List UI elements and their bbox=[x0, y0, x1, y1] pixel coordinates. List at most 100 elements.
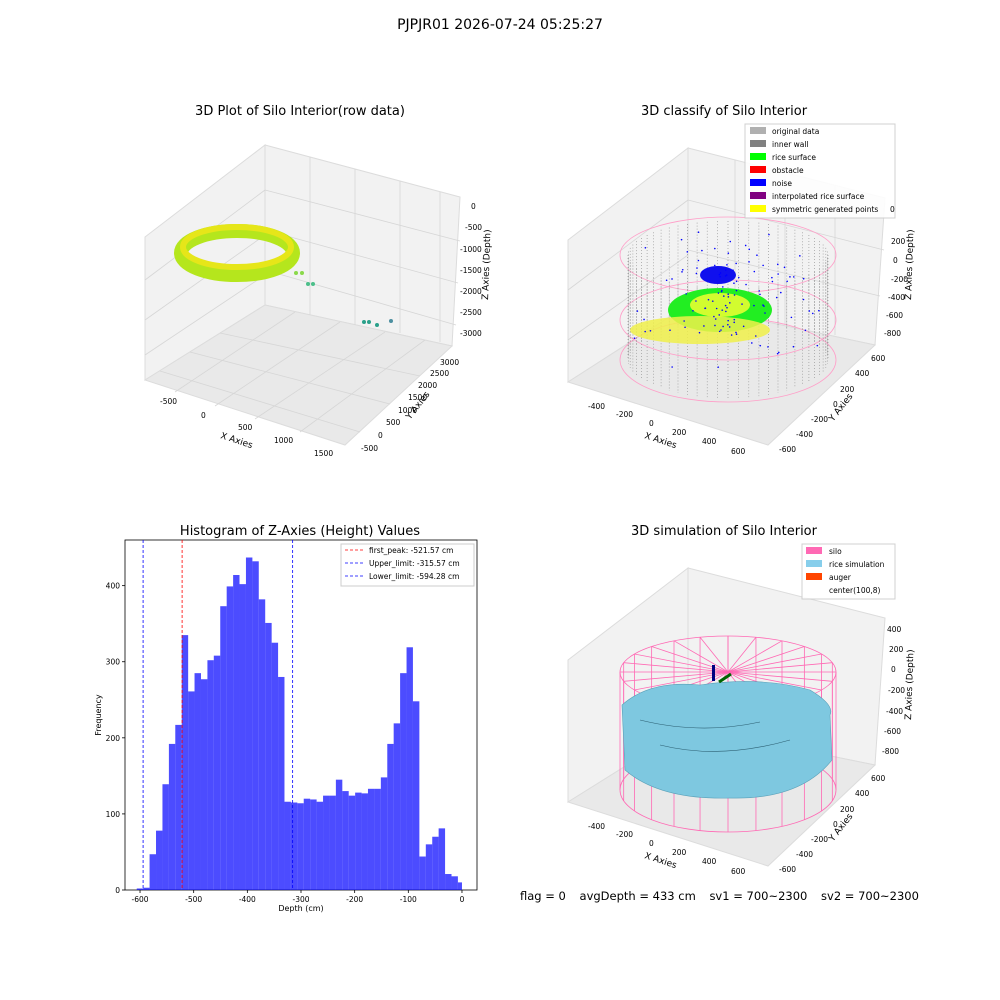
noise-dot bbox=[727, 319, 729, 322]
silo-roof-spoke bbox=[727, 671, 822, 691]
y-tick-label: -400 bbox=[796, 430, 813, 439]
z-tick-label: -200 bbox=[888, 686, 905, 695]
histogram-title: Histogram of Z-Axies (Height) Values bbox=[179, 524, 421, 539]
legend-label: silo bbox=[829, 547, 842, 556]
histogram-bar bbox=[387, 743, 394, 890]
histogram-bar bbox=[156, 830, 163, 890]
legend-swatch bbox=[806, 560, 822, 567]
noise-dot bbox=[721, 286, 724, 288]
noise-dot bbox=[771, 280, 774, 283]
noise-dot bbox=[744, 244, 747, 247]
noise-dot bbox=[724, 269, 727, 271]
x-tick-label: 200 bbox=[672, 848, 687, 857]
noise-dot bbox=[718, 330, 721, 333]
legend-swatch bbox=[806, 547, 822, 554]
x-tick-label: 400 bbox=[702, 437, 717, 446]
z-tick-label: -400 bbox=[886, 707, 903, 716]
simulation-legend: silo rice simulation auger center(100,8) bbox=[801, 543, 896, 600]
noise-dot bbox=[735, 331, 737, 334]
y-tick-label: 200 bbox=[106, 734, 121, 743]
y-axis-label: Y Axies bbox=[827, 812, 856, 845]
histogram-x-ticks: -600 -500 -400 -300 -200 -100 0 bbox=[132, 890, 465, 904]
noise-dot bbox=[804, 329, 807, 332]
noise-dot bbox=[713, 264, 716, 267]
noise-dot bbox=[776, 263, 779, 266]
noise-dot bbox=[721, 289, 723, 292]
legend-label: symmetric generated points bbox=[772, 205, 878, 214]
y-tick-label: 600 bbox=[871, 354, 886, 363]
noise-dot bbox=[669, 329, 671, 332]
y-tick-label: 300 bbox=[106, 658, 121, 667]
histogram-bar bbox=[329, 795, 336, 890]
z-tick-label: -1500 bbox=[460, 266, 482, 275]
y-tick-label: 2000 bbox=[418, 381, 437, 390]
noise-dot bbox=[753, 304, 755, 307]
noise-dot bbox=[727, 293, 730, 295]
histogram-bar bbox=[380, 777, 388, 890]
symmetric-generated-points bbox=[630, 316, 770, 344]
z-tick-label: -2500 bbox=[460, 308, 482, 317]
noise-dot bbox=[680, 238, 683, 241]
flag-text: flag = 0 bbox=[520, 889, 566, 903]
noise-dot bbox=[756, 254, 758, 256]
symmetric-generated-points bbox=[690, 293, 750, 317]
histogram-y-ticks: 0 100 200 300 400 bbox=[106, 582, 125, 895]
noise-dot bbox=[720, 329, 722, 331]
noise-dot bbox=[695, 272, 698, 275]
legend-swatch bbox=[750, 153, 766, 160]
histogram-bar bbox=[162, 784, 169, 890]
noise-dot bbox=[714, 247, 716, 250]
noise-dot bbox=[701, 249, 703, 252]
silo-roof-spoke bbox=[727, 646, 805, 673]
noise-dot bbox=[728, 326, 731, 328]
x-tick-label: 0 bbox=[460, 895, 465, 904]
noise-dot bbox=[715, 307, 718, 310]
classify-plot-title: 3D classify of Silo Interior bbox=[640, 104, 808, 119]
legend-swatch bbox=[750, 192, 766, 199]
legend-label: Lower_limit: -594.28 cm bbox=[369, 572, 459, 581]
histogram-bar bbox=[213, 655, 221, 890]
silo-roof-spoke bbox=[673, 640, 729, 673]
legend-label: center(100,8) bbox=[829, 586, 881, 595]
noise-dot bbox=[681, 268, 684, 271]
x-tick-label: 0 bbox=[649, 419, 654, 428]
legend-label: first_peak: -521.57 cm bbox=[369, 546, 453, 555]
silo-roof-spoke bbox=[727, 662, 833, 673]
noise-dot bbox=[737, 276, 740, 279]
noise-dot bbox=[745, 283, 747, 286]
silo-roof-spoke bbox=[727, 671, 833, 682]
y-tick-label: -500 bbox=[361, 444, 378, 453]
histogram-bar bbox=[207, 660, 214, 890]
histogram-bar bbox=[316, 801, 324, 890]
histogram-bar bbox=[374, 788, 381, 890]
legend-label: rice simulation bbox=[829, 560, 885, 569]
histogram-y-axis-label: Frequency bbox=[94, 694, 103, 736]
raw-point-ring bbox=[174, 224, 300, 282]
rice-simulation-surface bbox=[621, 681, 833, 799]
noise-dot bbox=[671, 366, 673, 368]
y-tick-label: 3000 bbox=[440, 358, 459, 367]
noise-dot bbox=[697, 259, 700, 262]
x-tick-label: 0 bbox=[201, 411, 206, 420]
histogram-bar bbox=[451, 876, 458, 890]
x-tick-label: -200 bbox=[346, 895, 363, 904]
histogram-bar bbox=[200, 679, 208, 890]
histogram-bar bbox=[393, 723, 401, 890]
z-tick-label: -600 bbox=[886, 311, 903, 320]
noise-dot bbox=[729, 240, 732, 243]
noise-dot bbox=[818, 309, 820, 312]
histogram-bar bbox=[297, 803, 304, 890]
rice-surface-contours bbox=[639, 719, 791, 752]
histogram-bar bbox=[252, 561, 259, 890]
y-tick-label: 200 bbox=[840, 385, 855, 394]
histogram-bars bbox=[136, 557, 462, 890]
noise-dot bbox=[665, 279, 668, 282]
noise-dot bbox=[701, 270, 704, 273]
histogram-bar bbox=[310, 799, 317, 890]
legend-swatch bbox=[806, 573, 822, 580]
status-footer: flag = 0 avgDepth = 433 cm sv1 = 700~230… bbox=[520, 889, 929, 903]
z-tick-label: 400 bbox=[887, 625, 902, 634]
y-tick-label: 0 bbox=[115, 886, 120, 895]
legend-swatch bbox=[750, 127, 766, 134]
